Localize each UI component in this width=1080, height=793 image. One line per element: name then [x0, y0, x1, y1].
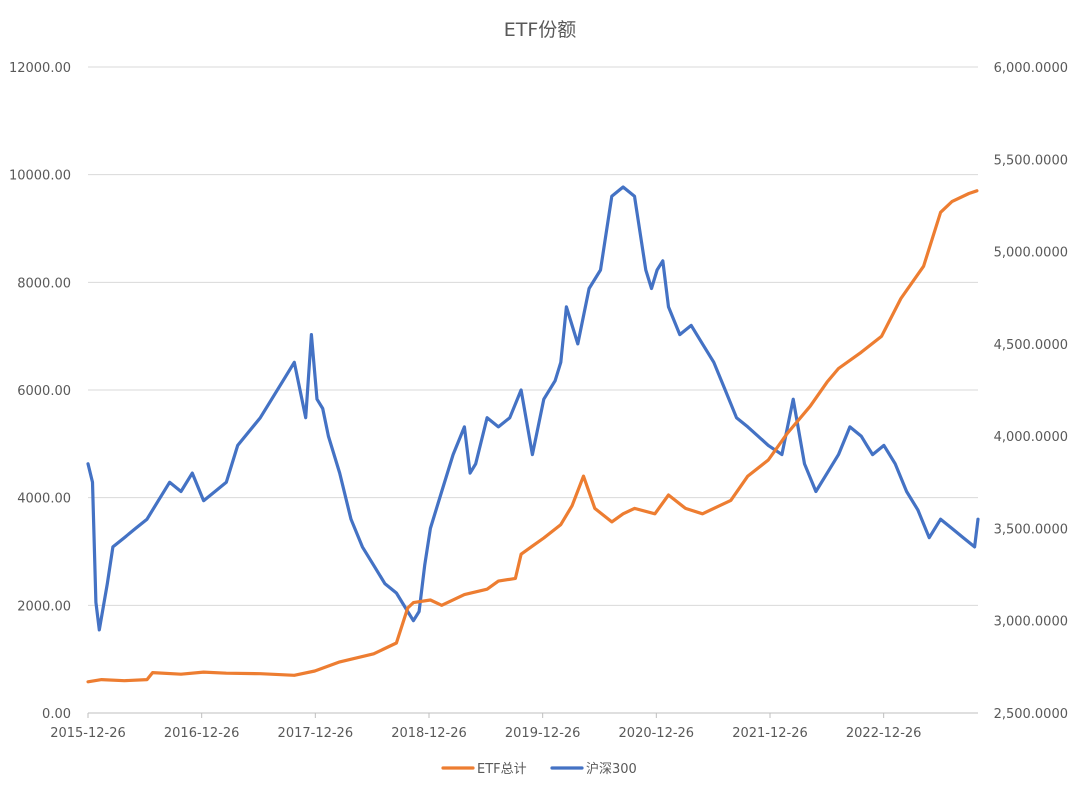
left-tick-label: 12000.00	[9, 61, 71, 76]
left-tick-label: 8000.00	[17, 276, 71, 291]
x-tick-label: 2019-12-26	[505, 726, 581, 741]
right-tick-label: 3,500.0000	[994, 522, 1068, 537]
right-tick-label: 6,000.0000	[994, 61, 1068, 76]
left-tick-label: 6000.00	[17, 384, 71, 399]
right-tick-label: 4,000.0000	[994, 430, 1068, 445]
left-tick-label: 0.00	[42, 707, 71, 722]
x-tick-label: 2018-12-26	[391, 726, 467, 741]
left-axis-ticks: 0.00 2000.00 4000.00 6000.00 8000.00 10000.00…	[9, 61, 71, 722]
series-layer	[86, 185, 980, 684]
x-axis: 2015-12-26 2016-12-26 2017-12-26 2018-12-26…	[50, 713, 921, 741]
right-tick-label: 2,500.0000	[994, 707, 1068, 722]
x-tick-label: 2021-12-26	[732, 726, 808, 741]
series-line-hs300	[86, 185, 980, 632]
left-tick-label: 2000.00	[17, 599, 71, 614]
x-tick-label: 2015-12-26	[50, 726, 126, 741]
left-tick-label: 10000.00	[9, 169, 71, 184]
legend-item-etf: ETF总计	[441, 762, 527, 777]
grid-layer	[88, 66, 978, 714]
chart-title: ETF份额	[504, 19, 577, 41]
x-tick-label: 2020-12-26	[619, 726, 695, 741]
series-line-etf	[86, 189, 979, 684]
x-tick-label: 2016-12-26	[164, 726, 240, 741]
x-tick-label: 2022-12-26	[846, 726, 922, 741]
legend-label: ETF总计	[477, 762, 527, 777]
right-tick-label: 3,000.0000	[994, 615, 1068, 630]
right-tick-label: 4,500.0000	[994, 338, 1068, 353]
legend-label: 沪深300	[586, 761, 637, 777]
legend-item-hs300: 沪深300	[550, 761, 637, 777]
x-tick-label: 2017-12-26	[278, 726, 354, 741]
right-tick-label: 5,500.0000	[994, 153, 1068, 168]
right-tick-label: 5,000.0000	[994, 246, 1068, 261]
left-tick-label: 4000.00	[17, 492, 71, 507]
legend: ETF总计 沪深300	[441, 761, 637, 777]
right-axis-ticks: 2,500.0000 3,000.0000 3,500.0000 4,000.0000…	[994, 61, 1068, 722]
